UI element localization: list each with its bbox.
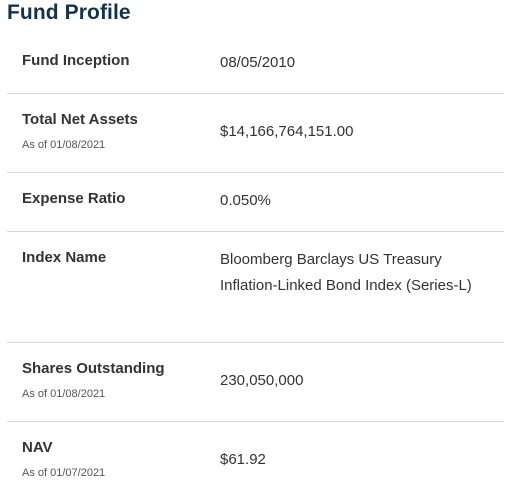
as-of-date: As of 01/07/2021 xyxy=(22,467,106,479)
row-value: 08/05/2010 xyxy=(220,54,296,71)
row-label: Expense Ratio xyxy=(22,190,126,207)
row-label: Total Net Assets xyxy=(22,111,138,128)
row-value: 230,050,000 xyxy=(220,372,304,389)
row-value: Bloomberg Barclays US Treasury Inflation… xyxy=(220,251,472,294)
row-label: Fund Inception xyxy=(22,52,130,69)
row-value: $61.92 xyxy=(220,451,266,468)
row-value: $14,166,764,151.00 xyxy=(220,123,354,140)
as-of-date: As of 01/08/2021 xyxy=(22,388,106,400)
table-row-total-net-assets: Total Net Assets As of 01/08/2021 $14,16… xyxy=(7,94,504,173)
table-row-shares-outstanding: Shares Outstanding As of 01/08/2021 230,… xyxy=(7,343,504,422)
table-row-index-name: Index Name Bloomberg Barclays US Treasur… xyxy=(7,232,504,343)
row-label: NAV xyxy=(22,439,53,456)
fund-profile-table: Fund Inception 08/05/2010 Total Net Asse… xyxy=(7,35,504,488)
table-row-fund-inception: Fund Inception 08/05/2010 xyxy=(7,35,504,94)
as-of-date: As of 01/08/2021 xyxy=(22,139,106,151)
page-title: Fund Profile xyxy=(7,1,131,24)
row-label: Index Name xyxy=(22,249,107,266)
row-label: Shares Outstanding xyxy=(22,360,165,377)
table-row-expense-ratio: Expense Ratio 0.050% xyxy=(7,173,504,232)
table-row-nav: NAV As of 01/07/2021 $61.92 xyxy=(7,422,504,488)
row-value: 0.050% xyxy=(220,192,271,209)
